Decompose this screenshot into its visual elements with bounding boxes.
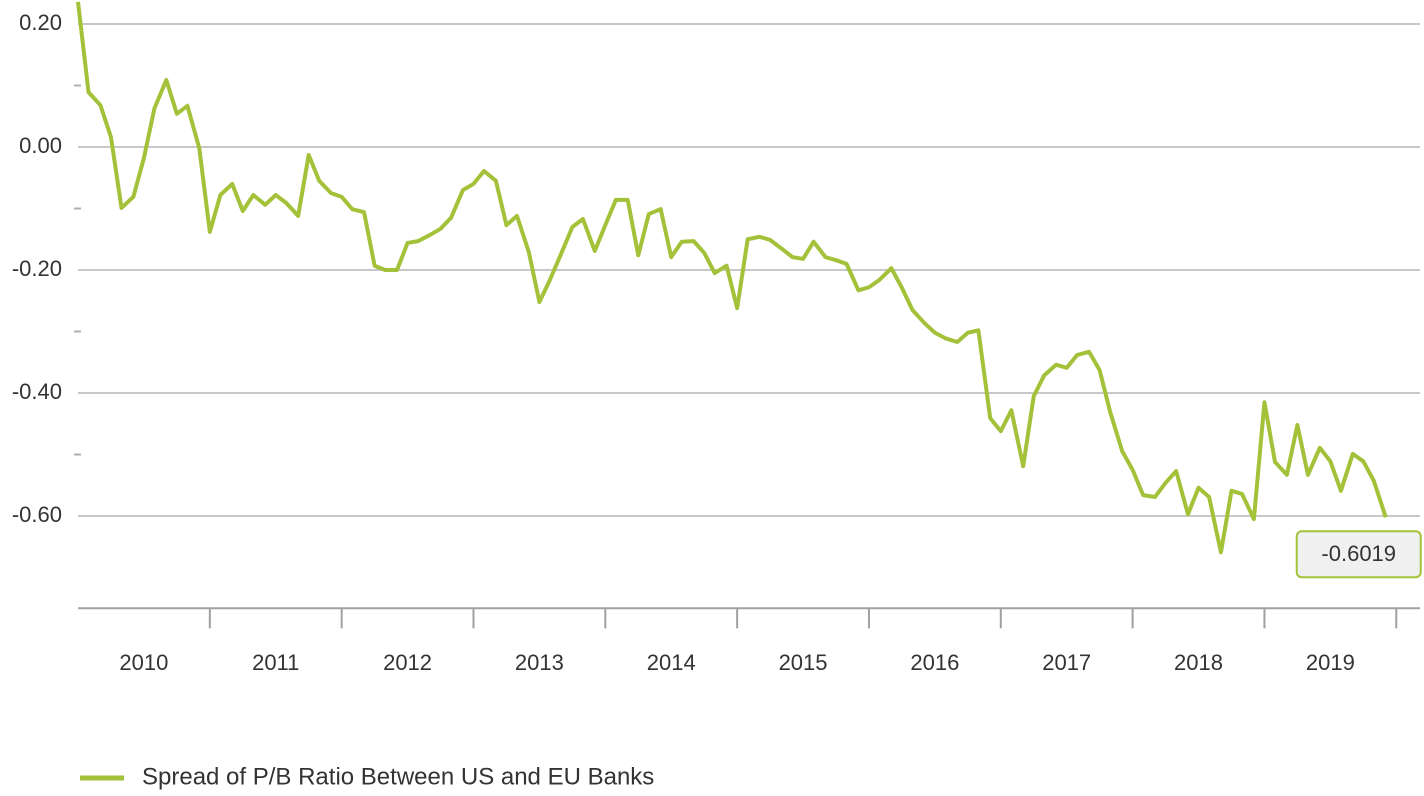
data-line: [76, 1, 1388, 555]
y-tick-label: 0.00: [19, 133, 62, 158]
x-category-label: 2017: [1042, 650, 1091, 675]
y-tick-label: 0.20: [19, 10, 62, 35]
y-tick-label: -0.60: [12, 502, 62, 527]
x-category-label: 2018: [1174, 650, 1223, 675]
x-category-label: 2012: [383, 650, 432, 675]
x-category-label: 2019: [1306, 650, 1355, 675]
y-tick-label: -0.20: [12, 256, 62, 281]
x-category-label: 2016: [910, 650, 959, 675]
y-tick-label: -0.40: [12, 379, 62, 404]
x-category-label: 2010: [119, 650, 168, 675]
x-category-label: 2015: [779, 650, 828, 675]
end-label: -0.6019: [1321, 541, 1396, 566]
legend-label: Spread of P/B Ratio Between US and EU Ba…: [142, 763, 654, 790]
end-label-box: [1295, 530, 1422, 579]
x-category-label: 2011: [252, 650, 299, 675]
x-category-label: 2013: [515, 650, 564, 675]
x-category-label: 2014: [647, 650, 696, 675]
